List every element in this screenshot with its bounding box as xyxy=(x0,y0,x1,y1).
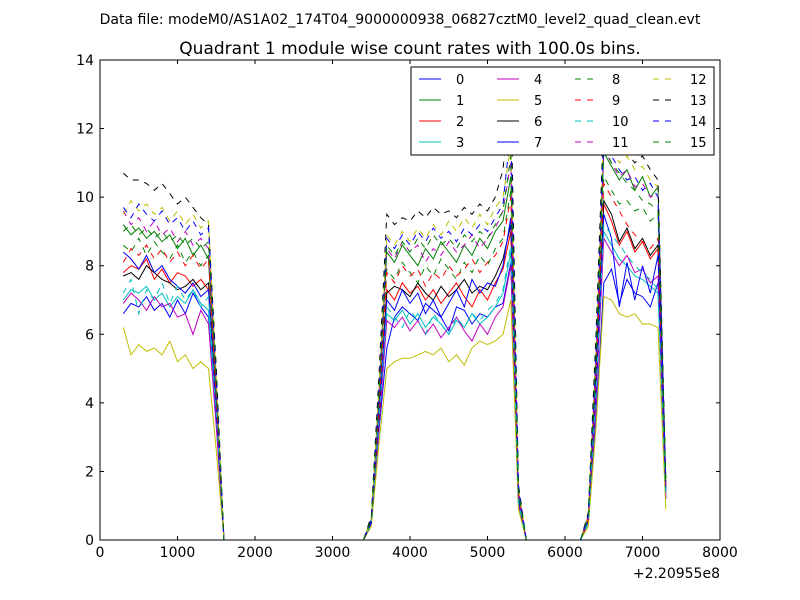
legend-label-2: 2 xyxy=(456,115,464,130)
legend-label-1: 1 xyxy=(456,94,464,109)
x-tick-label: 5000 xyxy=(470,545,506,561)
series-line-4 xyxy=(122,236,667,540)
y-tick-label: 14 xyxy=(76,53,94,69)
axis-ticks: 0 1000 2000 3000 4000 5000 6000 7000 80000246810… xyxy=(76,53,738,561)
x-axis-offset-label: +2.20955e8 xyxy=(633,566,720,582)
x-tick-label: 1000 xyxy=(160,545,196,561)
y-tick-label: 10 xyxy=(76,190,94,206)
series-line-5 xyxy=(122,295,667,540)
x-tick-label: 4000 xyxy=(392,545,428,561)
series-line-11 xyxy=(122,147,667,540)
series-line-9 xyxy=(122,181,667,540)
x-tick-label: 8000 xyxy=(702,545,738,561)
legend-label-6: 6 xyxy=(534,115,542,130)
legend-label-7: 7 xyxy=(534,136,542,151)
legend-label-12: 12 xyxy=(690,73,707,88)
series-line-13 xyxy=(122,87,667,540)
y-tick-label: 0 xyxy=(85,533,94,549)
legend-label-9: 9 xyxy=(612,94,620,109)
legend-label-13: 13 xyxy=(690,94,707,109)
x-tick-label: 7000 xyxy=(625,545,661,561)
series-layer xyxy=(122,87,667,540)
legend-label-5: 5 xyxy=(534,94,542,109)
legend-label-14: 14 xyxy=(690,115,707,130)
legend-label-3: 3 xyxy=(456,136,464,151)
legend-label-15: 15 xyxy=(690,136,707,151)
series-line-12 xyxy=(122,128,667,540)
y-tick-label: 4 xyxy=(85,396,94,412)
legend-label-4: 4 xyxy=(534,73,542,88)
y-tick-label: 12 xyxy=(76,122,94,138)
series-line-10 xyxy=(122,223,667,540)
legend-label-8: 8 xyxy=(612,73,620,88)
x-tick-label: 2000 xyxy=(237,545,273,561)
chart-title: Quadrant 1 module wise count rates with … xyxy=(179,39,640,59)
x-tick-label: 3000 xyxy=(315,545,351,561)
series-line-7 xyxy=(122,214,667,540)
x-tick-label: 0 xyxy=(96,545,105,561)
legend-box xyxy=(410,66,715,156)
figure-suptitle: Data file: modeM0/AS1A02_174T04_90000009… xyxy=(100,12,701,28)
y-tick-label: 8 xyxy=(85,259,94,275)
legend-label-11: 11 xyxy=(612,136,629,151)
legend-label-0: 0 xyxy=(456,73,464,88)
y-tick-label: 2 xyxy=(85,464,94,480)
x-tick-label: 6000 xyxy=(547,545,583,561)
series-line-14 xyxy=(122,128,667,540)
legend-label-10: 10 xyxy=(612,115,629,130)
y-tick-label: 6 xyxy=(85,327,94,343)
